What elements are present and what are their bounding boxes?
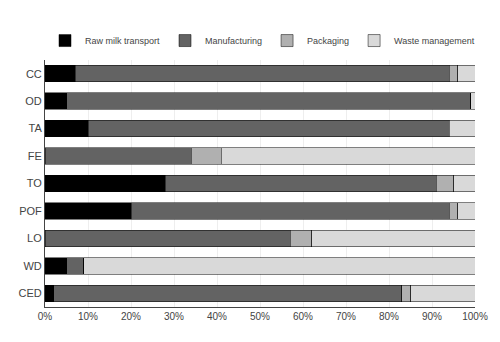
svg-text:Manufacturing: Manufacturing bbox=[205, 36, 262, 46]
svg-text:Raw milk transport: Raw milk transport bbox=[85, 36, 160, 46]
svg-text:40%: 40% bbox=[207, 311, 227, 322]
svg-text:30%: 30% bbox=[164, 311, 184, 322]
svg-text:LO: LO bbox=[27, 232, 42, 244]
svg-text:POF: POF bbox=[19, 205, 42, 217]
svg-text:100%: 100% bbox=[462, 311, 488, 322]
svg-text:70%: 70% bbox=[336, 311, 356, 322]
svg-text:WD: WD bbox=[23, 260, 41, 272]
svg-text:Waste management: Waste management bbox=[394, 36, 475, 46]
svg-text:60%: 60% bbox=[293, 311, 313, 322]
svg-text:CC: CC bbox=[26, 68, 42, 80]
svg-text:50%: 50% bbox=[250, 311, 270, 322]
svg-text:OD: OD bbox=[25, 95, 42, 107]
svg-text:TA: TA bbox=[29, 122, 43, 134]
svg-text:FE: FE bbox=[28, 150, 42, 162]
svg-text:90%: 90% bbox=[422, 311, 442, 322]
svg-text:20%: 20% bbox=[121, 311, 141, 322]
svg-text:Packaging: Packaging bbox=[307, 36, 349, 46]
svg-text:0%: 0% bbox=[38, 311, 53, 322]
svg-text:80%: 80% bbox=[379, 311, 399, 322]
svg-text:TO: TO bbox=[27, 177, 43, 189]
svg-text:CED: CED bbox=[19, 287, 42, 299]
svg-text:10%: 10% bbox=[78, 311, 98, 322]
